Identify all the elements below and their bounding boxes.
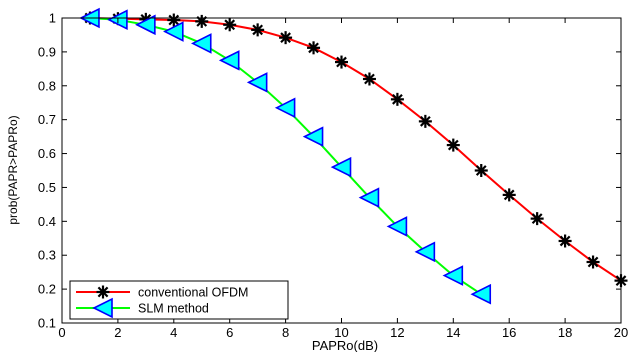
y-axis-label: prob(PAPR>PAPRo): [6, 115, 20, 224]
conventional-ofdm-marker-stroke: [252, 24, 264, 36]
conventional-ofdm-marker: [335, 55, 348, 69]
conventional-ofdm-marker: [446, 138, 460, 152]
conventional-ofdm-marker: [558, 234, 572, 248]
x-tick-label: 10: [334, 325, 348, 340]
y-tick-label: 0.5: [38, 180, 56, 195]
conventional-ofdm-marker: [390, 92, 404, 106]
x-tick-label: 8: [282, 325, 289, 340]
legend-slm-method-marker: [92, 297, 113, 319]
x-tick-label: 18: [558, 325, 572, 340]
slm-method-marker: [218, 50, 240, 71]
legend: conventional OFDM SLM method: [69, 280, 289, 320]
legend-conventional-ofdm-marker: [96, 285, 110, 299]
slm-method-marker: [274, 97, 296, 119]
x-tick-label: 4: [170, 325, 177, 340]
conventional-ofdm-marker: [418, 114, 432, 128]
y-tick-label: 0.4: [38, 214, 56, 229]
slm-method-marker: [470, 283, 492, 305]
legend-conventional-ofdm-label: conventional OFDM: [138, 286, 248, 300]
conventional-ofdm-marker-stroke: [587, 256, 599, 268]
slm-method-marker: [190, 33, 212, 54]
slm-method-marker: [246, 72, 268, 93]
conventional-ofdm-marker-stroke: [475, 165, 487, 176]
conventional-ofdm-marker-stroke: [419, 115, 431, 127]
conventional-ofdm-marker: [195, 14, 209, 28]
conventional-ofdm-marker-stroke: [280, 32, 291, 44]
axes-layer: 0 2 4 6 8 10 12 14 16 18 20 0.1 0.2 0.3 0.4 0.5 0.6 0.7 0.…: [38, 11, 628, 341]
conventional-ofdm-marker: [307, 41, 321, 55]
x-tick-label: 2: [114, 325, 121, 340]
conventional-ofdm-marker: [530, 212, 544, 226]
conventional-ofdm-marker-stroke: [531, 213, 543, 224]
slm-method-marker: [135, 14, 156, 36]
y-tick-label: 1: [49, 11, 56, 26]
conventional-ofdm-marker: [362, 72, 376, 86]
conventional-ofdm-marker-stroke: [503, 189, 515, 201]
y-tick-label: 0.2: [38, 282, 56, 297]
conventional-ofdm-marker-stroke: [224, 19, 236, 31]
conventional-ofdm-marker: [586, 255, 600, 269]
y-tick-label: 0.9: [38, 44, 56, 59]
slm-method-marker: [163, 21, 184, 42]
conventional-ofdm-marker-stroke: [336, 56, 347, 68]
y-tick-label: 0.6: [38, 146, 56, 161]
x-axis-label: PAPRo(dB): [312, 338, 378, 352]
slm-method-marker: [358, 187, 380, 208]
x-tick-label: 6: [226, 325, 233, 340]
conventional-ofdm-marker-stroke: [308, 42, 319, 54]
conventional-ofdm-marker: [502, 188, 516, 202]
x-tick-label: 0: [58, 325, 65, 340]
conventional-ofdm-marker-stroke: [447, 139, 459, 151]
conventional-ofdm-marker: [279, 31, 293, 45]
slm-method-marker: [330, 156, 352, 178]
y-tick-label: 0.1: [38, 316, 56, 331]
y-tick-label: 0.3: [38, 248, 56, 263]
slm-method-marker: [386, 216, 408, 237]
slm-method-marker: [414, 241, 436, 263]
y-tick-label: 0.8: [38, 78, 56, 93]
conventional-ofdm-marker-stroke: [364, 73, 375, 85]
x-tick-label: 14: [446, 325, 460, 340]
x-tick-label: 20: [614, 325, 628, 340]
slm-method-marker: [442, 265, 464, 286]
conventional-ofdm-marker: [474, 164, 488, 177]
legend-slm-method-label: SLM method: [138, 302, 209, 316]
x-tick-label: 16: [502, 325, 516, 340]
legend-conventional-ofdm-marker-stroke: [97, 286, 109, 298]
conventional-ofdm-marker-stroke: [559, 235, 571, 247]
conventional-ofdm-marker: [251, 23, 265, 37]
y-tick-label: 0.7: [38, 112, 56, 127]
slm-method-marker: [302, 126, 324, 147]
x-tick-label: 12: [390, 325, 404, 340]
conventional-ofdm-marker-stroke: [392, 93, 403, 105]
